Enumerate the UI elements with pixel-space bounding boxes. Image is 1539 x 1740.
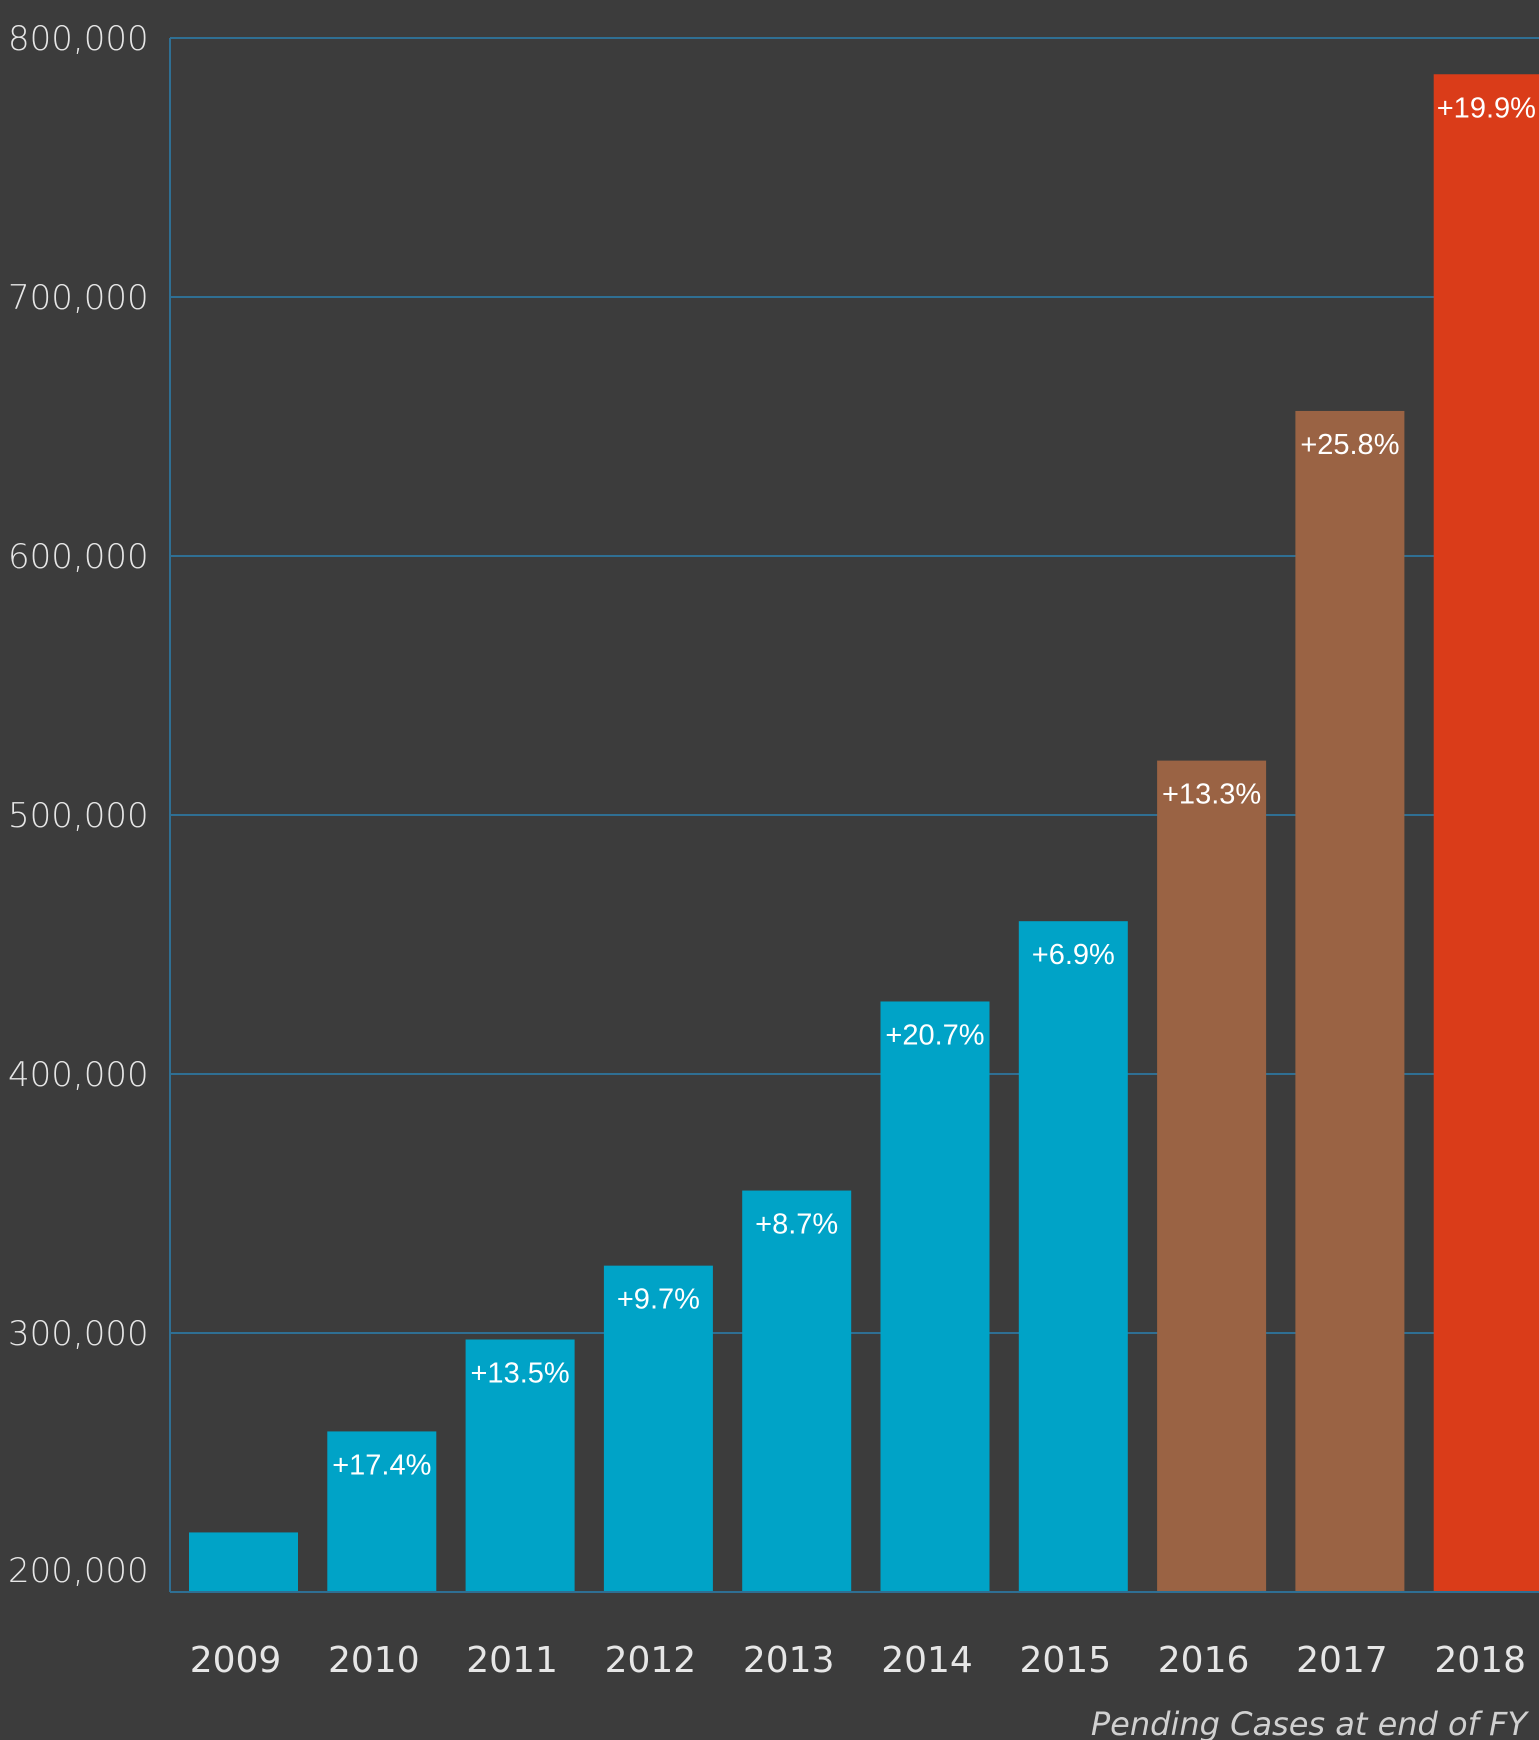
x-tick-2009: 2009 [190,1640,282,1681]
y-tick-700,000: 700,000 [8,278,149,318]
bar-label-2018: +19.9% [1437,92,1536,124]
bar-label-2010: +17.4% [332,1449,431,1481]
x-tick-2010: 2010 [328,1640,420,1681]
bar-label-2017: +25.8% [1300,429,1399,461]
x-tick-2011: 2011 [466,1640,558,1681]
bar-2009 [189,1532,298,1592]
bar-2011 [465,1339,575,1592]
y-tick-800,000: 800,000 [8,19,149,59]
y-tick-500,000: 500,000 [8,796,149,836]
x-tick-2013: 2013 [743,1640,835,1681]
x-tick-2014: 2014 [881,1640,973,1681]
bar-2016 [1157,760,1267,1592]
bar-2018 [1433,74,1539,1592]
bar-2013 [742,1190,852,1592]
bar-label-2014: +20.7% [885,1019,984,1051]
x-tick-2015: 2015 [1019,1640,1111,1681]
y-tick-200,000: 200,000 [8,1551,149,1591]
bar-2015 [1018,921,1128,1592]
y-tick-labels: 200,000 300,000 400,000 500,000 600,000 700,0… [8,19,149,1591]
bar-label-2013: +8.7% [755,1209,838,1241]
bar-label-2012: +9.7% [617,1284,700,1316]
footnote: Pending Cases at end of FY [1091,1705,1530,1740]
y-tick-600,000: 600,000 [8,537,149,577]
bars [189,74,1539,1593]
x-tick-2016: 2016 [1158,1640,1250,1681]
x-tick-2017: 2017 [1296,1640,1388,1681]
bar-label-2016: +13.3% [1162,779,1261,811]
bar-2014 [880,1001,990,1592]
bar-label-2015: +6.9% [1032,939,1115,971]
x-tick-2012: 2012 [605,1640,697,1681]
bar-2017 [1295,410,1405,1593]
bar-2012 [603,1265,713,1592]
bar-label-2011: +13.5% [471,1357,570,1389]
x-tick-labels: 2009 2010 2011 2012 2013 2014 2015 2016 2017 2018 [190,1640,1526,1681]
y-tick-400,000: 400,000 [8,1055,149,1095]
bar-labels: +17.4% +13.5% +9.7% +8.7% +20.7% +6.9% +13.3% +… [332,92,1536,1481]
x-tick-2018: 2018 [1434,1640,1526,1681]
bar-2010 [327,1431,437,1592]
y-tick-300,000: 300,000 [8,1314,149,1354]
axes [169,38,1539,1593]
